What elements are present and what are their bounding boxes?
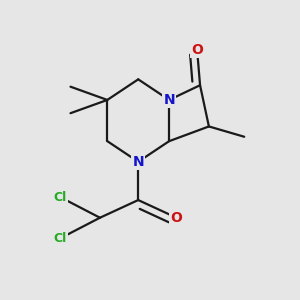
Text: O: O [171,211,182,225]
Text: N: N [132,155,144,169]
Text: O: O [191,43,203,57]
Text: Cl: Cl [54,232,67,245]
Text: N: N [163,93,175,107]
Text: Cl: Cl [54,190,67,204]
